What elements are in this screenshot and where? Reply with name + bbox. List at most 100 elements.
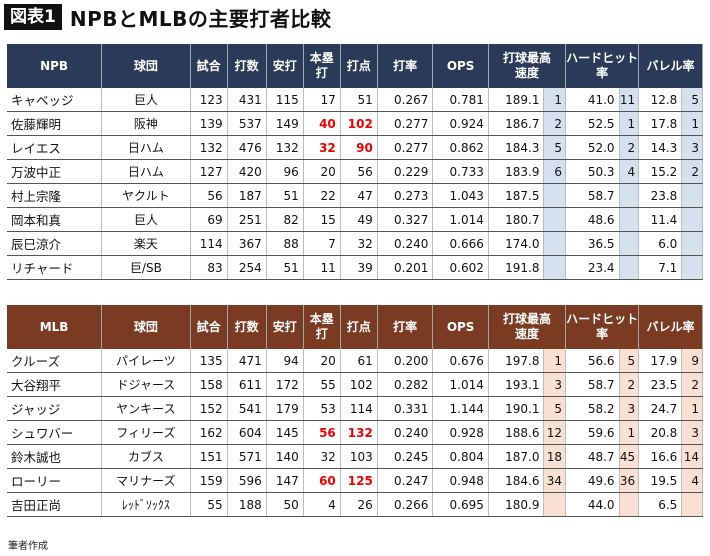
barrel-cell: 6.5 [638,492,683,517]
hits-cell: 147 [266,468,304,493]
rbi-cell: 32 [340,231,378,256]
player-name: ローリー [7,468,103,493]
hits-cell: 82 [266,207,304,232]
avg-cell: 0.229 [377,159,434,184]
at-bats-cell: 541 [227,396,267,421]
home-runs-cell: 4 [303,492,341,517]
ops-cell: 0.666 [432,231,489,256]
games-cell: 135 [190,349,228,373]
ops-cell: 1.014 [432,372,489,397]
exit-velocity-rank [543,255,567,280]
hard-hit-rank: 11 [619,88,640,112]
avg-cell: 0.282 [377,372,434,397]
rbi-cell: 61 [340,349,378,373]
hits-cell: 149 [266,111,304,136]
team-name: 日ハム [101,135,191,160]
barrel-rank: 1 [681,111,703,136]
player-name: レイエス [7,135,103,160]
player-name: 岡本和真 [7,207,103,232]
games-cell: 152 [190,396,228,421]
table-row: ローリー マリナーズ 159 596 147 60 125 0.247 0.948 184.6 34… [7,468,703,493]
hard-hit-rank [619,183,640,208]
table-row: シュワバー フィリーズ 162 604 145 56 132 0.240 0.928 188.6 1… [7,420,703,445]
exit-velocity-rank [543,207,567,232]
barrel-cell: 16.6 [638,444,683,469]
header-hits: 安打 [266,305,304,349]
home-runs-cell: 55 [303,372,341,397]
exit-velocity-cell: 189.1 [488,88,545,112]
hard-hit-rank: 2 [619,372,640,397]
exit-velocity-cell: 193.1 [488,372,545,397]
barrel-cell: 7.1 [638,255,683,280]
avg-cell: 0.327 [377,207,434,232]
npb-table: NPB 球団 試合 打数 安打 本塁打 打点 打率 OPS 打球最高 速度 ハード… [7,44,703,280]
barrel-cell: 17.8 [638,111,683,136]
barrel-cell: 23.8 [638,183,683,208]
mlb-body: クルーズ パイレーツ 135 471 94 20 61 0.200 0.676 197.8 1 56.… [7,349,703,517]
rbi-cell: 103 [340,444,378,469]
player-name: 万波中正 [7,159,103,184]
home-runs-cell: 17 [303,88,341,112]
header-league: NPB [7,44,103,88]
table-row: レイエス 日ハム 132 476 132 32 90 0.277 0.862 184.3 5 52.0… [7,135,703,160]
mlb-header-row: MLB 球団 試合 打数 安打 本塁打 打点 打率 OPS 打球最高 速度 ハード… [7,305,703,349]
games-cell: 69 [190,207,228,232]
header-games: 試合 [190,44,228,88]
hits-cell: 140 [266,444,304,469]
at-bats-cell: 431 [227,88,267,112]
ops-cell: 0.781 [432,88,489,112]
avg-cell: 0.267 [377,88,434,112]
table-row: 大谷翔平 ドジャース 158 611 172 55 102 0.282 1.014 193.1 3 5… [7,372,703,397]
barrel-cell: 20.8 [638,420,683,445]
barrel-cell: 23.5 [638,372,683,397]
avg-cell: 0.277 [377,135,434,160]
exit-velocity-cell: 174.0 [488,231,545,256]
rbi-cell: 26 [340,492,378,517]
barrel-cell: 19.5 [638,468,683,493]
games-cell: 159 [190,468,228,493]
team-name: パイレーツ [101,349,191,373]
at-bats-cell: 251 [227,207,267,232]
avg-cell: 0.200 [377,349,434,373]
ops-cell: 0.733 [432,159,489,184]
hard-hit-cell: 41.0 [565,88,620,112]
exit-velocity-cell: 187.0 [488,444,545,469]
home-runs-cell: 7 [303,231,341,256]
games-cell: 114 [190,231,228,256]
team-name: フィリーズ [101,420,191,445]
hard-hit-rank: 1 [619,420,640,445]
player-name: 辰巳涼介 [7,231,103,256]
header-barrel: バレル率 [638,44,703,88]
exit-velocity-cell: 186.7 [488,111,545,136]
player-name: 佐藤輝明 [7,111,103,136]
exit-velocity-rank: 3 [543,372,567,397]
barrel-rank: 2 [681,159,703,184]
source-note: 筆者作成 [8,541,48,552]
figure-label: 図表1 [4,4,62,30]
rbi-cell: 90 [340,135,378,160]
hard-hit-rank [619,255,640,280]
table-row: リチャード 巨/SB 83 254 51 11 39 0.201 0.602 191.8 23.4 7… [7,255,703,280]
barrel-cell: 15.2 [638,159,683,184]
barrel-rank [681,183,703,208]
ops-cell: 0.948 [432,468,489,493]
header-home-runs: 本塁打 [303,305,341,349]
hard-hit-rank: 45 [619,444,640,469]
avg-cell: 0.266 [377,492,434,517]
games-cell: 55 [190,492,228,517]
hard-hit-rank: 36 [619,468,640,493]
exit-velocity-rank: 34 [543,468,567,493]
header-avg: 打率 [377,44,434,88]
header-team: 球団 [101,44,191,88]
exit-velocity-rank: 12 [543,420,567,445]
player-name: ジャッジ [7,396,103,421]
header-hits: 安打 [266,44,304,88]
table-row: クルーズ パイレーツ 135 471 94 20 61 0.200 0.676 197.8 1 56.… [7,349,703,373]
at-bats-cell: 476 [227,135,267,160]
team-name: 楽天 [101,231,191,256]
exit-velocity-rank: 1 [543,88,567,112]
exit-velocity-cell: 183.9 [488,159,545,184]
barrel-cell: 14.3 [638,135,683,160]
exit-velocity-rank: 2 [543,111,567,136]
rbi-cell: 51 [340,88,378,112]
